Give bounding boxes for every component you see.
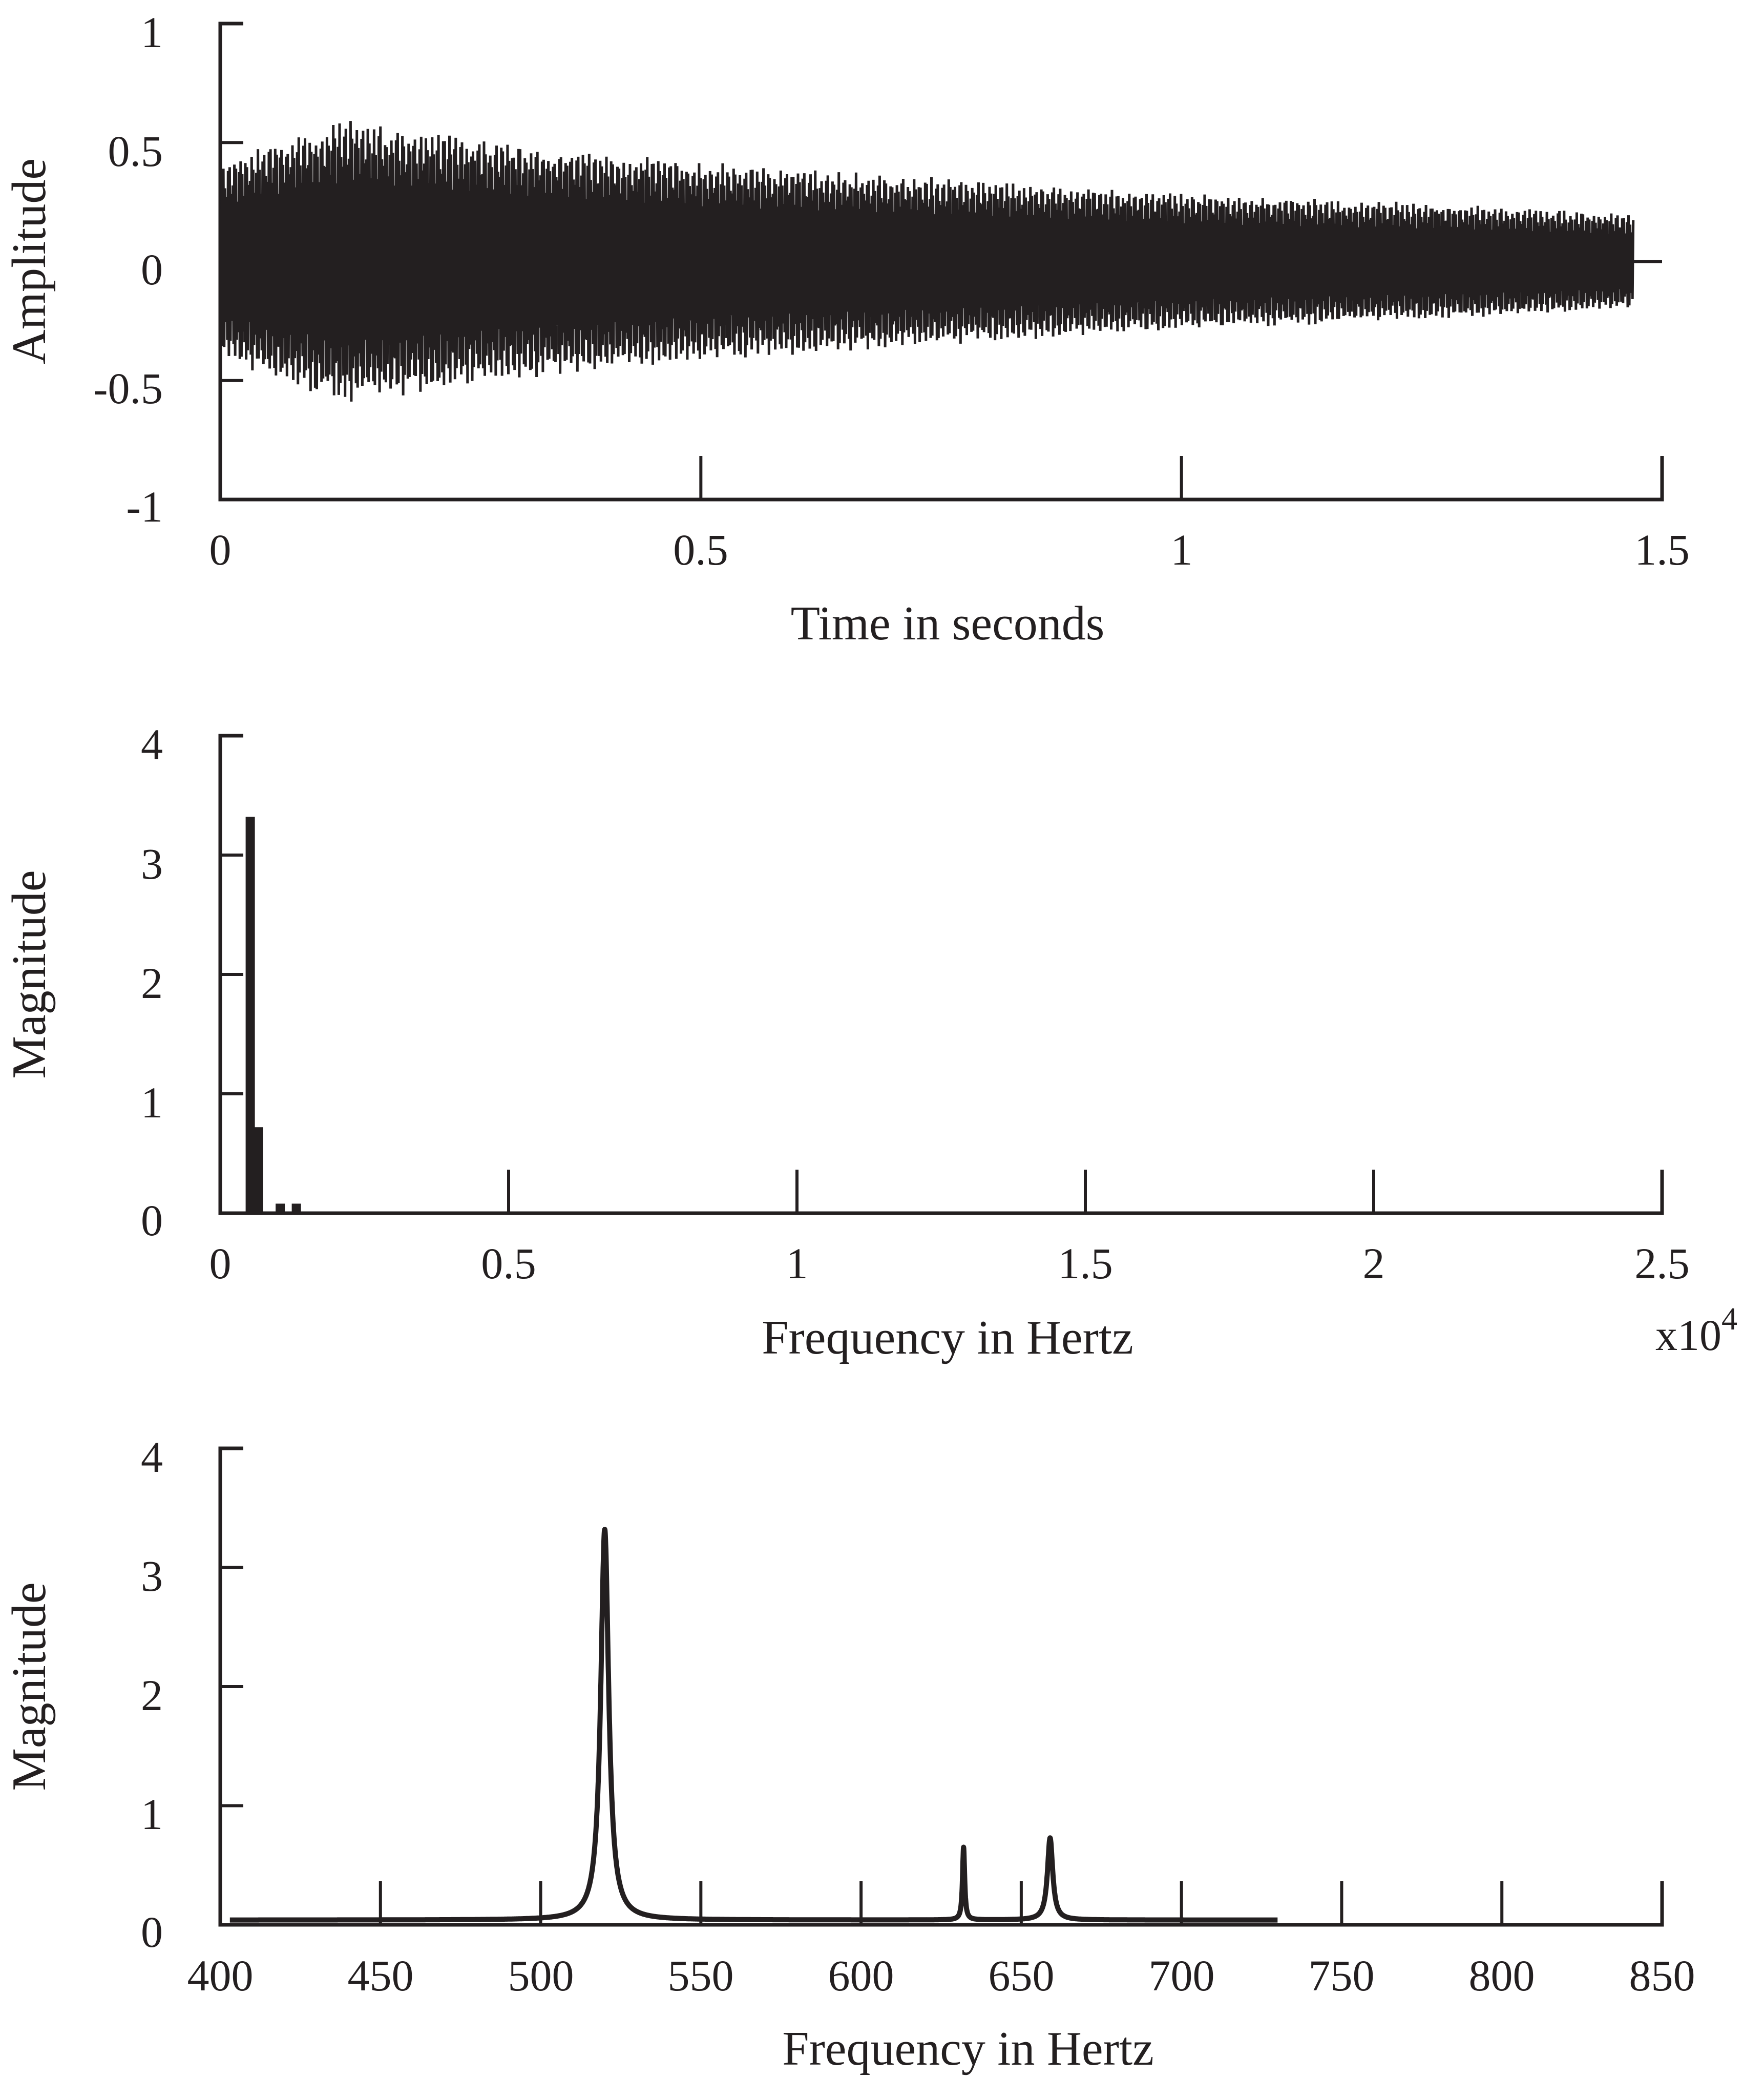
- time-domain-axes: [218, 22, 1664, 502]
- spectrum-bar: [291, 1203, 301, 1213]
- full-spectrum-x-multiplier: x104: [1655, 1302, 1737, 1360]
- zoomed-spectrum-y-tick-label: 1: [141, 1790, 163, 1839]
- zoomed-spectrum-x-tick-label: 700: [1149, 1951, 1215, 2000]
- zoomed-spectrum-y-tick-label: 3: [141, 1551, 163, 1601]
- zoomed-spectrum-ticks: [220, 1566, 1504, 1925]
- zoomed-spectrum-x-tick-label: 400: [187, 1951, 254, 2000]
- zoomed-spectrum-y-tick-label: 4: [141, 1432, 163, 1482]
- full-spectrum-x-axis-title: Frequency in Hertz: [762, 1311, 1133, 1364]
- zoomed-spectrum-x-tick-label: 550: [668, 1951, 734, 2000]
- zoomed-spectrum-line: [227, 1527, 1280, 1923]
- full-spectrum-x-tick-label: 2: [1363, 1239, 1385, 1288]
- full-spectrum-y-tick-label: 2: [141, 959, 163, 1008]
- time-domain-y-axis-title: Amplitude: [3, 158, 56, 364]
- time-domain-y-tick-label: -1: [126, 482, 163, 531]
- zoomed-spectrum-x-axis-title: Frequency in Hertz: [782, 2022, 1154, 2075]
- time-domain-y-tick-label: 0: [141, 245, 163, 294]
- zoomed-spectrum-y-tick-label: 0: [141, 1907, 163, 1957]
- time-domain-y-tick-label: 1: [141, 8, 163, 57]
- full-spectrum-x-tick-label: 1: [786, 1239, 808, 1288]
- full-spectrum-x-tick-label: 0: [209, 1239, 232, 1288]
- zoomed-spectrum-x-tick-label: 450: [348, 1951, 414, 2000]
- spectrum-bar: [245, 817, 255, 1213]
- time-domain-waveform: [219, 121, 1662, 402]
- zoomed-spectrum-y-axis-title: Magnitude: [3, 1582, 56, 1791]
- zoomed-spectrum-y-tick-label: 2: [141, 1671, 163, 1720]
- full-spectrum-y-axis-title: Magnitude: [3, 870, 56, 1078]
- zoomed-spectrum-panel: 4 3 2 1 0 400 450 500 550 600 650 700 75…: [3, 1432, 1695, 2075]
- zoomed-spectrum-x-tick-label: 600: [828, 1951, 894, 2000]
- zoomed-spectrum-x-tick-label: 850: [1629, 1951, 1695, 2000]
- zoomed-spectrum-x-tick-label: 800: [1469, 1951, 1535, 2000]
- waveform-line: [219, 121, 1635, 402]
- time-domain-x-tick-label: 1.5: [1634, 525, 1690, 574]
- zoomed-spectrum-x-tick-label: 500: [508, 1951, 574, 2000]
- time-domain-x-tick-label: 0: [209, 525, 232, 574]
- full-spectrum-y-tick-label: 1: [141, 1078, 163, 1127]
- time-domain-ticks: [220, 141, 1183, 500]
- time-domain-x-tick-label: 0.5: [673, 525, 728, 574]
- full-spectrum-ticks: [220, 854, 1375, 1213]
- full-spectrum-bars: [245, 817, 301, 1213]
- zoomed-spectrum-x-tick-label: 650: [989, 1951, 1055, 2000]
- time-domain-y-tick-label: 0.5: [108, 127, 163, 176]
- full-spectrum-x-tick-label: 2.5: [1634, 1239, 1690, 1288]
- full-spectrum-x-tick-label: 1.5: [1058, 1239, 1113, 1288]
- full-spectrum-axes: [218, 734, 1664, 1215]
- time-domain-y-tick-label: -0.5: [93, 364, 163, 413]
- full-spectrum-y-tick-label: 0: [141, 1196, 163, 1245]
- spectrum-bar: [254, 1127, 263, 1213]
- zoomed-spectrum-axes: [218, 1446, 1664, 1927]
- spectrum-line: [227, 1527, 1280, 1923]
- full-spectrum-panel: 4 3 2 1 0 0 0.5 1 1.5 2 2.5 x104 Frequen…: [3, 720, 1737, 1364]
- full-spectrum-x-tick-label: 0.5: [481, 1239, 536, 1288]
- time-domain-x-axis-title: Time in seconds: [791, 597, 1105, 650]
- zoomed-spectrum-x-tick-label: 750: [1309, 1951, 1375, 2000]
- full-spectrum-y-tick-label: 4: [141, 720, 163, 769]
- time-domain-x-tick-label: 1: [1171, 525, 1193, 574]
- time-domain-panel: 1 0.5 0 -0.5 -1 0 0.5 1 1.5 Time in seco…: [3, 8, 1690, 650]
- full-spectrum-y-tick-label: 3: [141, 839, 163, 888]
- spectrum-bar: [276, 1203, 285, 1213]
